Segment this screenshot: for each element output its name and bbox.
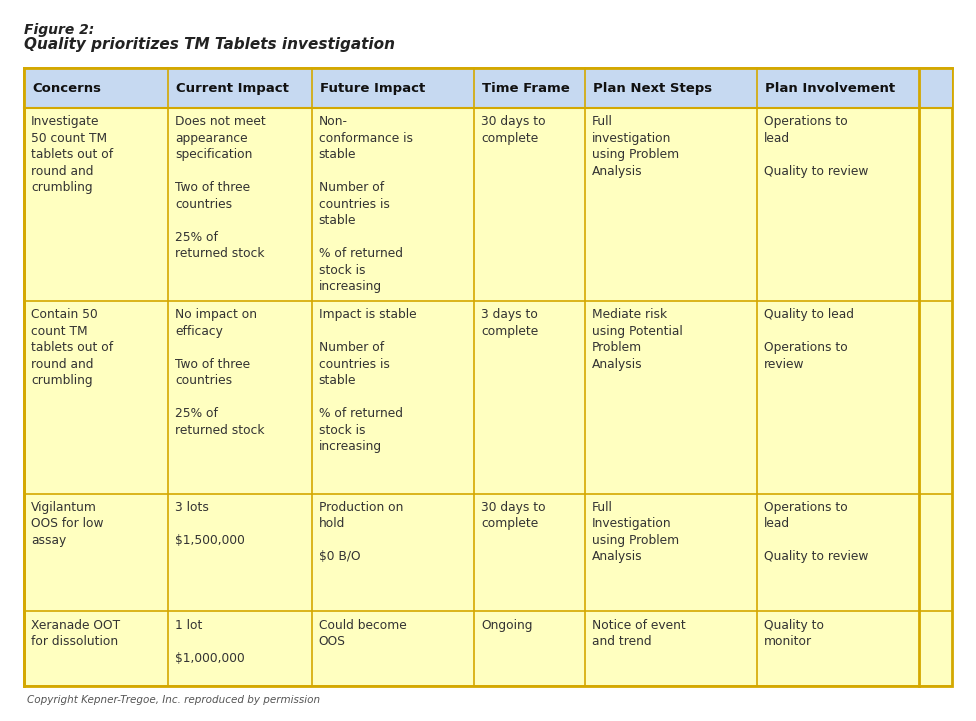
Text: 1 lot

$1,000,000: 1 lot $1,000,000	[175, 619, 245, 665]
Text: Time Frame: Time Frame	[482, 81, 570, 95]
Text: 30 days to
complete: 30 days to complete	[481, 115, 546, 145]
Text: Quality to lead

Operations to
review: Quality to lead Operations to review	[764, 308, 854, 371]
Text: Quality to
monitor: Quality to monitor	[764, 619, 824, 648]
Text: Production on
hold

$0 B/O: Production on hold $0 B/O	[318, 501, 403, 563]
Bar	[24, 68, 952, 686]
Text: Figure 2:: Figure 2:	[24, 23, 95, 37]
Text: Investigate
50 count TM
tablets out of
round and
crumbling: Investigate 50 count TM tablets out of r…	[31, 115, 113, 195]
Text: 3 lots

$1,500,000: 3 lots $1,500,000	[175, 501, 245, 547]
Text: Concerns: Concerns	[32, 81, 102, 95]
Text: Does not meet
appearance
specification

Two of three
countries

25% of
returned : Does not meet appearance specification T…	[175, 115, 265, 260]
Text: Plan Involvement: Plan Involvement	[765, 81, 895, 95]
Text: Operations to
lead

Quality to review: Operations to lead Quality to review	[764, 115, 868, 178]
Text: Full
investigation
using Problem
Analysis: Full investigation using Problem Analysi…	[592, 115, 679, 178]
Text: Operations to
lead

Quality to review: Operations to lead Quality to review	[764, 501, 868, 563]
Text: Contain 50
count TM
tablets out of
round and
crumbling: Contain 50 count TM tablets out of round…	[31, 308, 113, 387]
Text: Vigilantum
OOS for low
assay: Vigilantum OOS for low assay	[31, 501, 103, 547]
Text: Plan Next Steps: Plan Next Steps	[593, 81, 712, 95]
Text: Quality prioritizes TM Tablets investigation: Quality prioritizes TM Tablets investiga…	[24, 37, 395, 53]
Text: 3 days to
complete: 3 days to complete	[481, 308, 538, 337]
Text: Ongoing: Ongoing	[481, 619, 533, 632]
Text: Xeranade OOT
for dissolution: Xeranade OOT for dissolution	[31, 619, 120, 648]
Text: Current Impact: Current Impact	[176, 81, 289, 95]
Text: Notice of event
and trend: Notice of event and trend	[592, 619, 686, 648]
Text: Full
Investigation
using Problem
Analysis: Full Investigation using Problem Analysi…	[592, 501, 679, 563]
Text: Non-
conformance is
stable

Number of
countries is
stable

% of returned
stock i: Non- conformance is stable Number of cou…	[318, 115, 413, 293]
Text: Mediate risk
using Potential
Problem
Analysis: Mediate risk using Potential Problem Ana…	[592, 308, 683, 371]
Text: No impact on
efficacy

Two of three
countries

25% of
returned stock: No impact on efficacy Two of three count…	[175, 308, 264, 437]
Bar	[24, 68, 952, 108]
Text: Could become
OOS: Could become OOS	[318, 619, 406, 648]
Text: Future Impact: Future Impact	[320, 81, 425, 95]
Text: Impact is stable

Number of
countries is
stable

% of returned
stock is
increasi: Impact is stable Number of countries is …	[318, 308, 417, 453]
Text: 30 days to
complete: 30 days to complete	[481, 501, 546, 531]
Text: Copyright Kepner-Tregoe, Inc. reproduced by permission: Copyright Kepner-Tregoe, Inc. reproduced…	[27, 695, 320, 705]
